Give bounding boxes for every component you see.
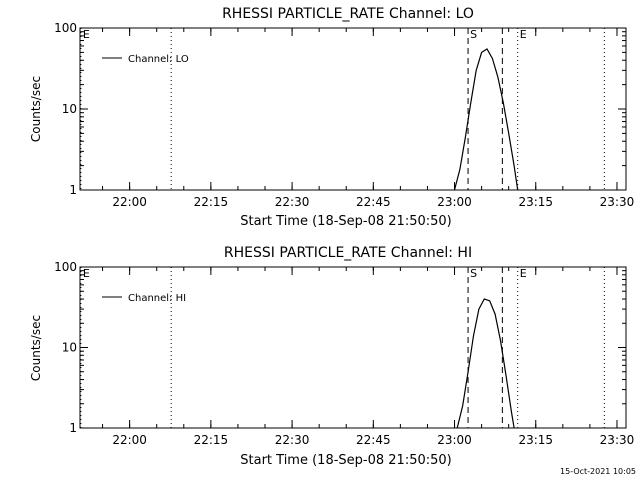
time-marker-label: E bbox=[83, 267, 90, 280]
y-tick-label: 100 bbox=[54, 21, 77, 35]
y-axis-label: Counts/sec bbox=[29, 76, 43, 142]
x-tick-label: 22:30 bbox=[275, 433, 310, 447]
series-line bbox=[453, 48, 519, 191]
x-tick-label: 22:45 bbox=[356, 195, 391, 209]
legend-label: Channel: LO bbox=[128, 54, 189, 65]
chart-title: RHESSI PARTICLE_RATE Channel: HI bbox=[224, 245, 472, 261]
footer-timestamp: 15-Oct-2021 10:05 bbox=[560, 467, 636, 476]
x-axis-label: Start Time (18-Sep-08 21:50:50) bbox=[240, 214, 451, 229]
x-tick-label: 22:15 bbox=[194, 195, 229, 209]
hi-channel-panel: RHESSI PARTICLE_RATE Channel: HI Counts/… bbox=[29, 245, 634, 468]
y-tick-label: 1 bbox=[69, 421, 77, 435]
x-axis-label: Start Time (18-Sep-08 21:50:50) bbox=[240, 453, 451, 468]
y-tick-label: 1 bbox=[69, 183, 77, 197]
legend-label: Channel: HI bbox=[128, 293, 186, 304]
plot-frame bbox=[79, 266, 627, 429]
y-axis-label: Counts/sec bbox=[29, 315, 43, 381]
x-tick-label: 23:00 bbox=[437, 195, 472, 209]
x-tick-label: 23:15 bbox=[518, 195, 553, 209]
x-tick-label: 22:30 bbox=[275, 195, 310, 209]
time-marker-label: E bbox=[83, 28, 90, 41]
time-marker-label: S bbox=[470, 28, 477, 41]
lo-channel-panel: RHESSI PARTICLE_RATE Channel: LO Counts/… bbox=[29, 6, 634, 229]
x-tick-label: 23:30 bbox=[600, 433, 635, 447]
x-tick-label: 23:00 bbox=[437, 433, 472, 447]
x-tick-label: 22:45 bbox=[356, 433, 391, 447]
x-tick-label: 22:00 bbox=[112, 433, 147, 447]
time-marker-label: E bbox=[520, 267, 527, 280]
x-tick-label: 23:30 bbox=[600, 195, 635, 209]
x-tick-label: 23:15 bbox=[518, 433, 553, 447]
series-line bbox=[456, 298, 515, 429]
time-marker-label: E bbox=[520, 28, 527, 41]
time-marker-label: S bbox=[470, 267, 477, 280]
x-tick-label: 22:15 bbox=[194, 433, 229, 447]
x-tick-label: 22:00 bbox=[112, 195, 147, 209]
chart-title: RHESSI PARTICLE_RATE Channel: LO bbox=[222, 6, 474, 22]
plot-frame bbox=[79, 27, 627, 191]
y-tick-label: 100 bbox=[54, 260, 77, 274]
y-tick-label: 10 bbox=[62, 102, 77, 116]
y-tick-label: 10 bbox=[62, 341, 77, 355]
